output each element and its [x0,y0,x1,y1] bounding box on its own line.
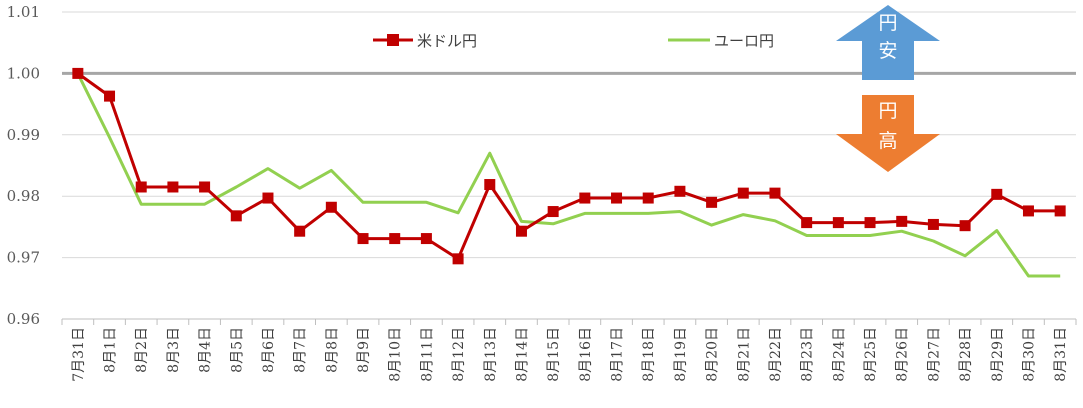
x-tick-label: 8月27日 [926,327,942,382]
legend-item-eur: ユーロ円 [668,32,774,50]
down-arrow-icon [836,95,940,172]
usd-point [135,181,147,193]
x-tick-label: 8月28日 [958,327,974,382]
usd-point [230,210,242,222]
usd-point [72,67,84,79]
usd-point [959,220,971,232]
usd-point [1022,205,1034,217]
legend-usd-swatch-marker [387,34,399,46]
usd-point [452,253,464,265]
x-tick-label: 8月8日 [324,327,340,373]
usd-point [769,187,781,199]
x-tick-label: 8月5日 [229,327,245,373]
y-tick-label: 0.96 [7,310,40,328]
x-tick-label: 8月3日 [166,327,182,373]
x-tick-label: 8月13日 [483,327,499,382]
legend-item-usd: 米ドル円 [373,32,477,50]
x-tick-label: 8月14日 [514,327,530,382]
yen-strong-annotation: 円 高 [836,95,940,172]
x-tick-label: 7月31日 [71,327,87,382]
usd-point [579,192,591,204]
x-tick-label: 8月26日 [895,327,911,382]
x-tick-label: 8月20日 [705,327,721,382]
up-arrow-icon [836,5,940,80]
x-axis-ticks: 7月31日 8月1日 8月2日 8月3日 8月4日 8月5日 8月6日 8月7日 8月8日 8月9… [61,319,1077,382]
x-tick-label: 8月22日 [768,327,784,382]
legend-eur-label: ユーロ円 [714,32,774,50]
y-tick-label: 0.98 [7,187,40,205]
x-tick-label: 8月12日 [451,327,467,382]
usd-point [325,201,337,213]
legend-usd-label: 米ドル円 [417,32,477,50]
x-tick-label: 8月25日 [863,327,879,382]
down-arrow-char-1: 円 [878,100,897,122]
y-tick-label: 1.01 [7,3,40,21]
yen-weak-annotation: 円 安 [836,5,940,80]
y-tick-label: 0.99 [7,126,40,144]
usd-point [104,90,116,102]
x-tick-label: 8月31日 [1053,327,1069,382]
x-tick-label: 8月18日 [641,327,657,382]
x-tick-label: 8月21日 [736,327,752,382]
x-tick-label: 8月1日 [103,327,119,373]
usd-point [706,196,718,208]
x-tick-label: 8月24日 [831,327,847,382]
usd-point [294,225,306,237]
usd-point [927,218,939,230]
usd-point [357,233,369,245]
usd-point [262,192,274,204]
usd-point [515,225,527,237]
down-arrow-char-2: 高 [878,130,897,152]
usd-point [864,217,876,229]
up-arrow-char-2: 安 [878,40,897,62]
usd-point [199,181,211,193]
x-tick-label: 8月19日 [673,327,689,382]
y-tick-label: 1.00 [7,64,40,82]
series-line-eur [76,72,1061,278]
usd-point [484,179,496,191]
series-markers [72,67,1066,265]
usd-point [420,233,432,245]
up-arrow-char-1: 円 [878,12,897,34]
usd-point [167,181,179,193]
usd-point [1054,205,1066,217]
x-tick-label: 8月11日 [419,327,435,382]
x-tick-label: 8月15日 [546,327,562,382]
x-tick-label: 8月9日 [356,327,372,373]
usd-point [737,187,749,199]
y-tick-label: 0.97 [7,249,40,267]
usd-point [801,217,813,229]
usd-point [896,215,908,227]
usd-point [547,206,559,218]
x-tick-label: 8月30日 [1021,327,1037,382]
usd-point [832,217,844,229]
usd-point [389,233,401,245]
x-tick-label: 8月23日 [800,327,816,382]
x-tick-label: 8月7日 [293,327,309,373]
x-tick-label: 8月17日 [610,327,626,382]
usd-point [991,188,1003,200]
usd-point [674,185,686,197]
x-tick-label: 8月16日 [578,327,594,382]
usd-point [611,192,623,204]
x-tick-label: 8月10日 [388,327,404,382]
x-tick-label: 8月6日 [261,327,277,373]
x-tick-label: 8月2日 [134,327,150,373]
y-axis-ticks: 0.96 0.97 0.98 0.99 1.00 1.01 [7,3,40,328]
usd-point [642,192,654,204]
x-tick-label: 8月4日 [198,327,214,373]
legend: 米ドル円 ユーロ円 [373,32,774,50]
x-tick-label: 8月29日 [990,327,1006,382]
